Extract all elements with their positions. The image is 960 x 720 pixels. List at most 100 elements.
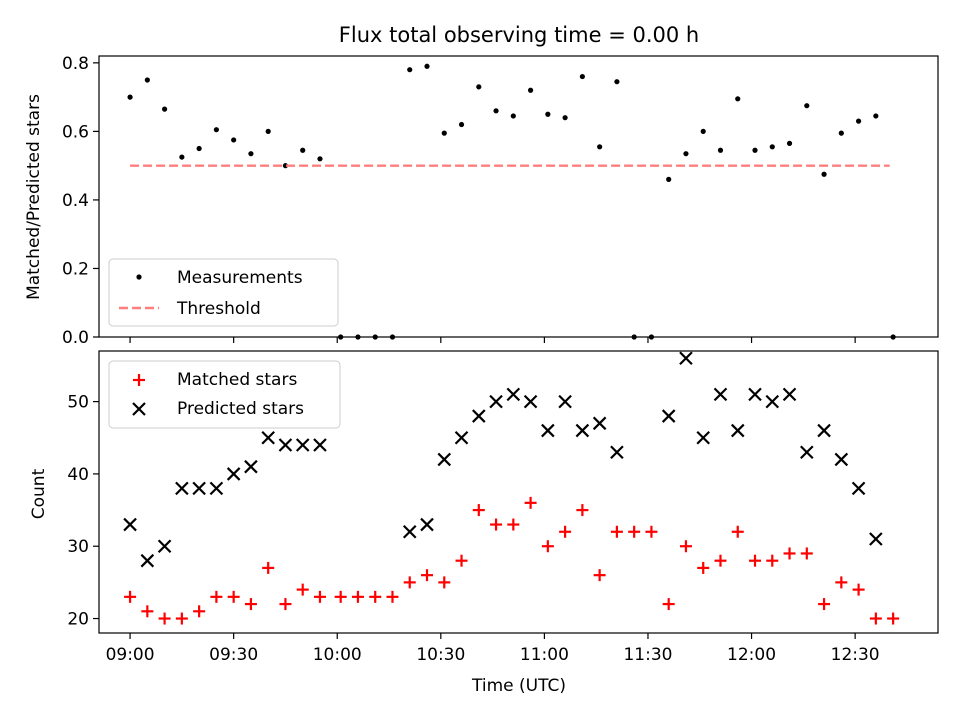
- predicted-stars-point: [209, 481, 224, 496]
- measurements-point: [213, 127, 219, 133]
- predicted-stars-point: [506, 387, 521, 402]
- measurements-point: [389, 334, 396, 340]
- measurements-point: [424, 63, 430, 69]
- predicted-stars-point: [244, 459, 258, 474]
- predicted-stars-point: [295, 438, 310, 452]
- matched-stars-point: [313, 590, 326, 603]
- measurements-point: [804, 103, 810, 109]
- measurements-point: [510, 113, 516, 119]
- measurements-point: [666, 176, 672, 182]
- matched-stars-point: [210, 590, 223, 603]
- count-y-tick-label: 40: [67, 465, 89, 485]
- count-x-tick-label: 12:00: [727, 645, 776, 665]
- predicted-stars-point: [541, 423, 555, 438]
- matched-stars-point: [869, 612, 882, 625]
- matched-stars-point: [244, 598, 257, 611]
- count-x-ticks: 09:00 09:30 10:00 10:30 11:00 11:30 12:00 12:30: [106, 633, 880, 665]
- predicted-stars-point: [123, 517, 137, 532]
- count-x-tick-label: 10:30: [416, 645, 465, 665]
- predicted-stars-point: [558, 394, 572, 409]
- measurements-point: [493, 108, 499, 114]
- measurements-point: [752, 147, 758, 153]
- legend-label-predicted-stars: Predicted stars: [177, 399, 304, 419]
- matched-stars-point: [887, 612, 900, 625]
- predicted-stars-point: [523, 394, 538, 409]
- measurements-point: [683, 151, 689, 157]
- predicted-stars-point: [679, 351, 693, 366]
- measurements-point: [144, 77, 150, 83]
- matched-stars-point: [490, 518, 503, 531]
- count-x-tick-label: 11:30: [623, 645, 672, 665]
- measurements-point: [441, 130, 447, 136]
- predicted-stars-point: [610, 445, 624, 460]
- predicted-stars-point: [575, 423, 590, 438]
- measurements-point: [648, 334, 655, 340]
- matched-stars-point: [124, 590, 137, 603]
- measurements-point: [821, 171, 827, 177]
- predicted-stars-point: [420, 517, 434, 532]
- matched-stars-point: [645, 525, 658, 538]
- matched-stars-point: [262, 561, 275, 574]
- measurements-point: [545, 111, 551, 117]
- matched-stars-point: [852, 583, 865, 596]
- ratio-y-tick-label: 0.8: [62, 54, 89, 74]
- predicted-stars-point: [800, 445, 814, 460]
- matched-stars-point: [421, 569, 434, 582]
- ratio-y-tick-label: 0.6: [62, 122, 89, 142]
- predicted-stars-point: [765, 394, 780, 409]
- measurements-point: [407, 67, 413, 73]
- legend-marker-matched-stars: [133, 374, 145, 386]
- count-x-tick-label: 10:00: [313, 645, 362, 665]
- predicted-stars-point: [851, 481, 866, 496]
- ratio-x-ticks: [129, 337, 856, 343]
- predicted-stars-point: [175, 481, 189, 496]
- predicted-stars-point: [437, 452, 452, 467]
- predicted-stars-point: [817, 423, 831, 438]
- predicted-stars-point: [157, 539, 172, 554]
- measurements-point: [562, 115, 568, 121]
- matched-stars-point: [576, 504, 589, 517]
- measurements-point: [890, 334, 896, 340]
- count-x-tick-label: 09:00: [106, 645, 155, 665]
- ratio-y-tick-label: 0.4: [62, 191, 89, 211]
- measurements-point: [196, 145, 202, 152]
- matched-stars-point: [296, 583, 309, 596]
- legend-label-matched-stars: Matched stars: [177, 370, 297, 390]
- measurements-point: [458, 121, 465, 128]
- count-x-axis-label: Time (UTC): [471, 676, 566, 696]
- matched-stars-point: [749, 554, 762, 567]
- matched-stars-point: [334, 590, 347, 603]
- matched-stars-point: [158, 612, 171, 625]
- measurements-point: [735, 96, 741, 102]
- legend-marker-measurements: [136, 274, 142, 280]
- legend-label-threshold: Threshold: [176, 299, 261, 319]
- count-plot-area: [98, 350, 939, 634]
- matched-stars-point: [524, 496, 537, 509]
- ratio-y-tick-label: 0.2: [62, 259, 89, 279]
- legend-marker-predicted-stars: [132, 402, 146, 416]
- predicted-stars-point: [192, 481, 206, 496]
- ratio-y-axis-label: Matched/Predicted stars: [24, 94, 44, 300]
- measurements-point: [597, 144, 603, 150]
- predicted-stars-point: [226, 467, 241, 481]
- measurements-point: [282, 163, 289, 169]
- measurements-point: [476, 84, 482, 90]
- matched-stars-point: [403, 576, 416, 589]
- measurements-point: [300, 147, 306, 153]
- matched-stars-point: [438, 576, 451, 589]
- ratio-y-ticks: 0.0 0.2 0.4 0.6 0.8: [62, 54, 99, 348]
- count-y-tick-label: 20: [67, 610, 89, 630]
- measurements-point: [527, 87, 534, 93]
- matched-stars-point: [141, 605, 154, 618]
- matched-stars-point: [593, 569, 606, 582]
- measurements-point: [838, 130, 844, 136]
- measurements-point: [317, 156, 323, 162]
- matched-stars-point: [279, 598, 292, 611]
- ratio-panel: 0.00.20.40.60.8 Matched/Predicted stars …: [24, 54, 939, 348]
- predicted-stars-point: [472, 409, 486, 423]
- predicted-stars-point: [489, 394, 503, 409]
- predicted-stars-point: [834, 452, 849, 467]
- count-y-axis-label: Count: [29, 468, 49, 519]
- count-y-ticks: 20 30 40 50: [67, 393, 99, 630]
- predicted-stars-point: [661, 409, 676, 423]
